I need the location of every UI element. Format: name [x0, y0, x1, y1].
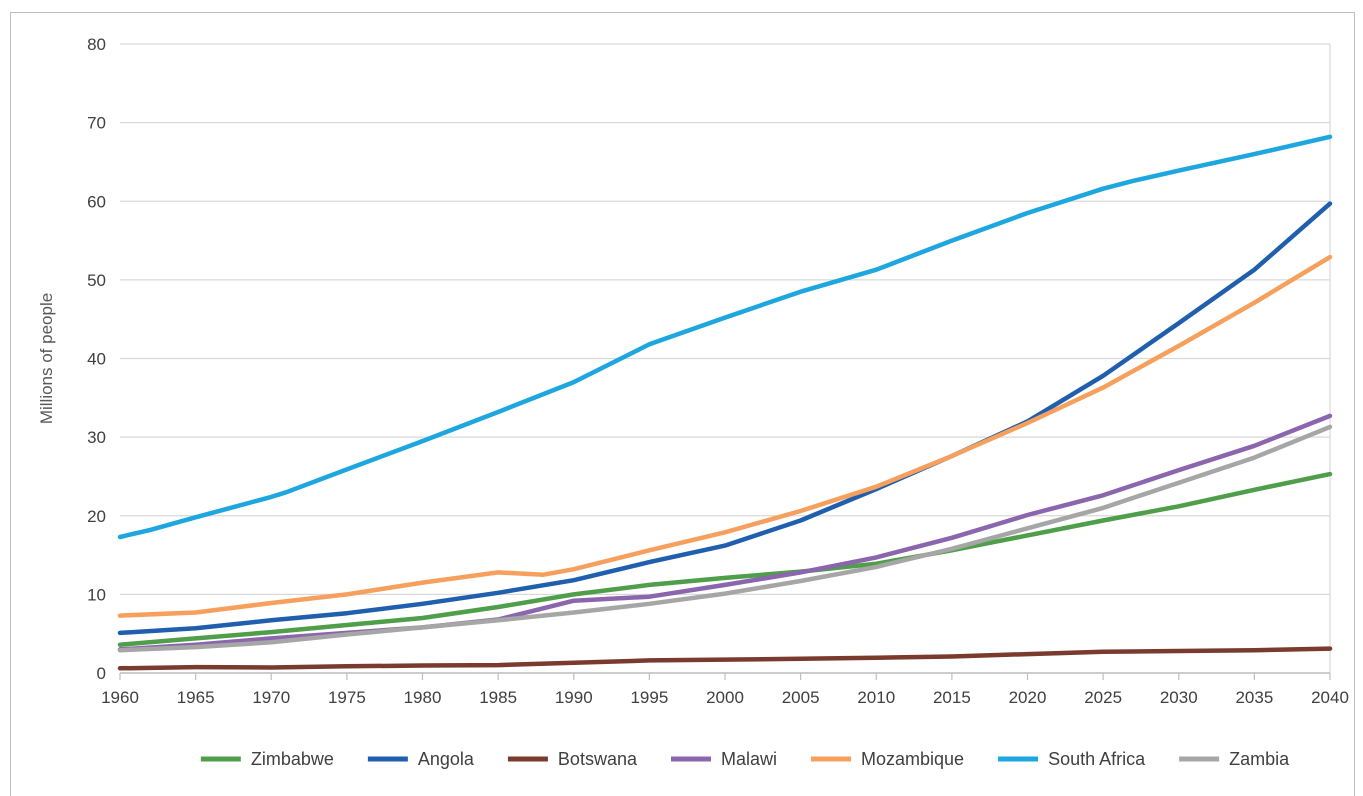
y-axis-label: Millions of people — [37, 293, 56, 424]
x-tick-label: 1980 — [404, 688, 442, 707]
legend-label: Malawi — [721, 749, 777, 769]
legend-label: Botswana — [558, 749, 638, 769]
y-tick-label: 50 — [87, 271, 106, 290]
legend-label: South Africa — [1048, 749, 1146, 769]
y-tick-label: 30 — [87, 428, 106, 447]
x-tick-label: 2020 — [1009, 688, 1047, 707]
legend-item: Mozambique — [811, 749, 964, 769]
legend-item: South Africa — [998, 749, 1146, 769]
x-tick-label: 1965 — [177, 688, 215, 707]
y-tick-label: 20 — [87, 507, 106, 526]
x-tick-label: 2040 — [1311, 688, 1349, 707]
legend-label: Zimbabwe — [251, 749, 334, 769]
series-line-angola — [117, 201, 1333, 636]
legend-item: Zambia — [1179, 749, 1290, 769]
series-lines — [117, 134, 1333, 671]
legend-label: Mozambique — [861, 749, 964, 769]
y-tick-label: 40 — [87, 350, 106, 369]
series-line-zimbabwe — [117, 471, 1333, 647]
x-tick-label: 2010 — [857, 688, 895, 707]
y-tick-label: 70 — [87, 114, 106, 133]
x-axis-ticks: 1960 1965 1970 1975 1980 1985 1990 1995 2000 2005… — [101, 673, 1349, 707]
x-tick-label: 2030 — [1160, 688, 1198, 707]
legend-item: Angola — [367, 749, 475, 769]
x-tick-label: 1970 — [252, 688, 290, 707]
x-tick-label: 1960 — [101, 688, 139, 707]
series-line-zambia — [117, 424, 1333, 653]
series-line-mozambique — [117, 254, 1333, 618]
x-tick-label: 2025 — [1084, 688, 1122, 707]
gridlines — [120, 43, 1331, 674]
x-tick-label: 2000 — [706, 688, 744, 707]
x-tick-label: 1975 — [328, 688, 366, 707]
x-tick-label: 2005 — [782, 688, 820, 707]
legend-item: Zimbabwe — [200, 749, 334, 769]
y-axis-ticks: 0 10 20 30 40 50 60 70 80 — [87, 35, 106, 683]
y-tick-label: 80 — [87, 35, 106, 54]
legend-label: Zambia — [1229, 749, 1290, 769]
x-tick-label: 1995 — [630, 688, 668, 707]
series-line-botswana — [117, 646, 1333, 671]
y-tick-label: 10 — [87, 585, 106, 604]
y-tick-label: 0 — [97, 664, 106, 683]
x-tick-label: 2015 — [933, 688, 971, 707]
x-tick-label: 1990 — [555, 688, 593, 707]
series-line-malawi — [117, 413, 1333, 652]
y-tick-label: 60 — [87, 192, 106, 211]
legend: Zimbabwe Angola Botswana Malawi Mozambique So… — [200, 749, 1290, 769]
series-line-south-africa — [117, 134, 1333, 540]
legend-label: Angola — [418, 749, 475, 769]
legend-item: Malawi — [670, 749, 777, 769]
legend-item: Botswana — [507, 749, 638, 769]
x-tick-label: 2035 — [1235, 688, 1273, 707]
x-tick-label: 1985 — [479, 688, 517, 707]
chart-frame — [10, 12, 1355, 796]
